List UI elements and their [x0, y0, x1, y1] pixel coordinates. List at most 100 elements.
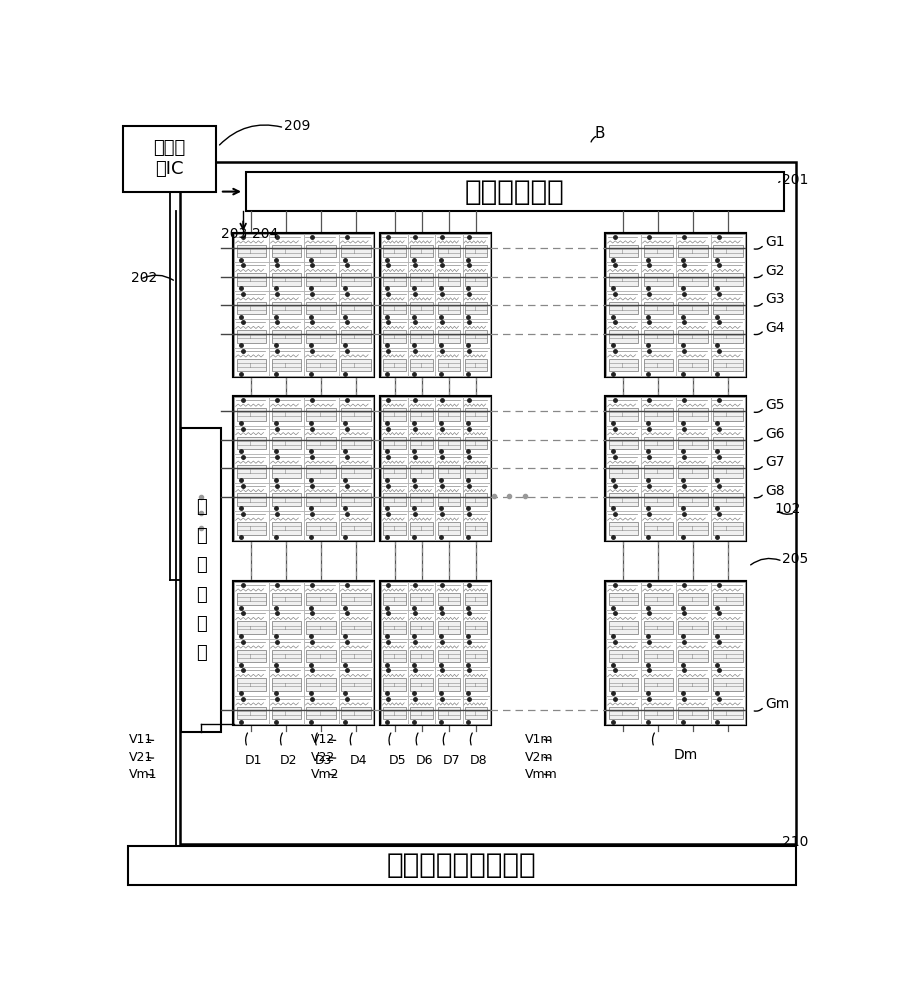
Bar — [234, 262, 268, 291]
Bar — [409, 696, 435, 724]
Bar — [606, 426, 641, 454]
Bar — [641, 291, 675, 319]
Bar — [609, 465, 638, 478]
Bar — [341, 273, 370, 286]
Bar — [339, 397, 373, 426]
Bar — [410, 650, 433, 662]
Bar — [383, 359, 406, 371]
Bar — [435, 319, 462, 348]
Bar — [641, 426, 675, 454]
Bar — [643, 437, 672, 449]
Bar — [383, 437, 406, 449]
Bar — [237, 707, 266, 719]
Text: G6: G6 — [765, 427, 785, 441]
Bar — [381, 397, 490, 540]
Bar — [383, 465, 406, 478]
Bar — [237, 273, 266, 286]
Bar — [462, 348, 490, 376]
Bar — [304, 426, 339, 454]
Text: Vmm: Vmm — [524, 768, 557, 781]
Bar — [268, 348, 304, 376]
Bar — [435, 667, 462, 696]
Bar — [234, 610, 268, 639]
Bar — [711, 262, 745, 291]
Text: D6: D6 — [416, 754, 433, 767]
Bar — [410, 621, 433, 634]
Bar — [609, 437, 638, 449]
Bar — [271, 408, 301, 421]
Bar — [435, 511, 462, 540]
Bar — [381, 234, 409, 262]
Bar — [341, 330, 370, 343]
Bar — [711, 234, 745, 262]
Bar — [462, 610, 490, 639]
Text: D8: D8 — [470, 754, 488, 767]
Bar — [383, 678, 406, 691]
Bar — [383, 408, 406, 421]
Bar — [679, 650, 708, 662]
Text: 209: 209 — [284, 119, 310, 133]
Bar — [341, 621, 370, 634]
Bar — [606, 582, 641, 610]
Bar — [383, 302, 406, 314]
Bar — [271, 330, 301, 343]
Bar — [304, 348, 339, 376]
Bar — [606, 234, 641, 262]
Bar — [465, 593, 488, 605]
Bar — [234, 319, 268, 348]
Bar — [679, 621, 708, 634]
Text: D3: D3 — [315, 754, 332, 767]
Bar — [713, 650, 743, 662]
Bar — [339, 667, 373, 696]
Bar — [713, 245, 743, 257]
Bar — [307, 359, 336, 371]
Bar — [237, 522, 266, 535]
Bar — [675, 610, 711, 639]
Bar — [609, 593, 638, 605]
Bar — [435, 483, 462, 511]
Bar — [410, 302, 433, 314]
Bar — [381, 319, 409, 348]
Bar — [713, 593, 743, 605]
Bar — [234, 483, 268, 511]
Text: D7: D7 — [443, 754, 460, 767]
Bar — [339, 511, 373, 540]
Bar — [679, 437, 708, 449]
Text: 205: 205 — [782, 552, 808, 566]
Bar — [462, 454, 490, 483]
Bar — [409, 610, 435, 639]
Bar — [307, 678, 336, 691]
Bar — [383, 493, 406, 506]
Bar — [711, 582, 745, 610]
Text: D2: D2 — [280, 754, 298, 767]
Bar — [409, 234, 435, 262]
Bar — [465, 245, 488, 257]
Bar — [462, 234, 490, 262]
Bar — [307, 330, 336, 343]
Bar — [383, 245, 406, 257]
Bar — [234, 696, 268, 724]
Bar — [643, 273, 672, 286]
Bar — [711, 426, 745, 454]
Bar — [339, 234, 373, 262]
Bar — [271, 273, 301, 286]
Bar — [465, 522, 488, 535]
Bar — [643, 678, 672, 691]
Bar — [234, 426, 268, 454]
Bar — [237, 493, 266, 506]
Bar — [237, 621, 266, 634]
Bar — [304, 511, 339, 540]
Bar — [410, 437, 433, 449]
Bar — [304, 234, 339, 262]
Bar — [304, 610, 339, 639]
Bar — [234, 511, 268, 540]
Text: G7: G7 — [765, 455, 785, 469]
Bar — [606, 319, 641, 348]
Text: G8: G8 — [765, 484, 785, 498]
Bar — [268, 319, 304, 348]
Bar — [609, 245, 638, 257]
Bar — [234, 639, 268, 667]
Bar — [641, 639, 675, 667]
Text: G3: G3 — [765, 292, 785, 306]
Bar — [304, 582, 339, 610]
